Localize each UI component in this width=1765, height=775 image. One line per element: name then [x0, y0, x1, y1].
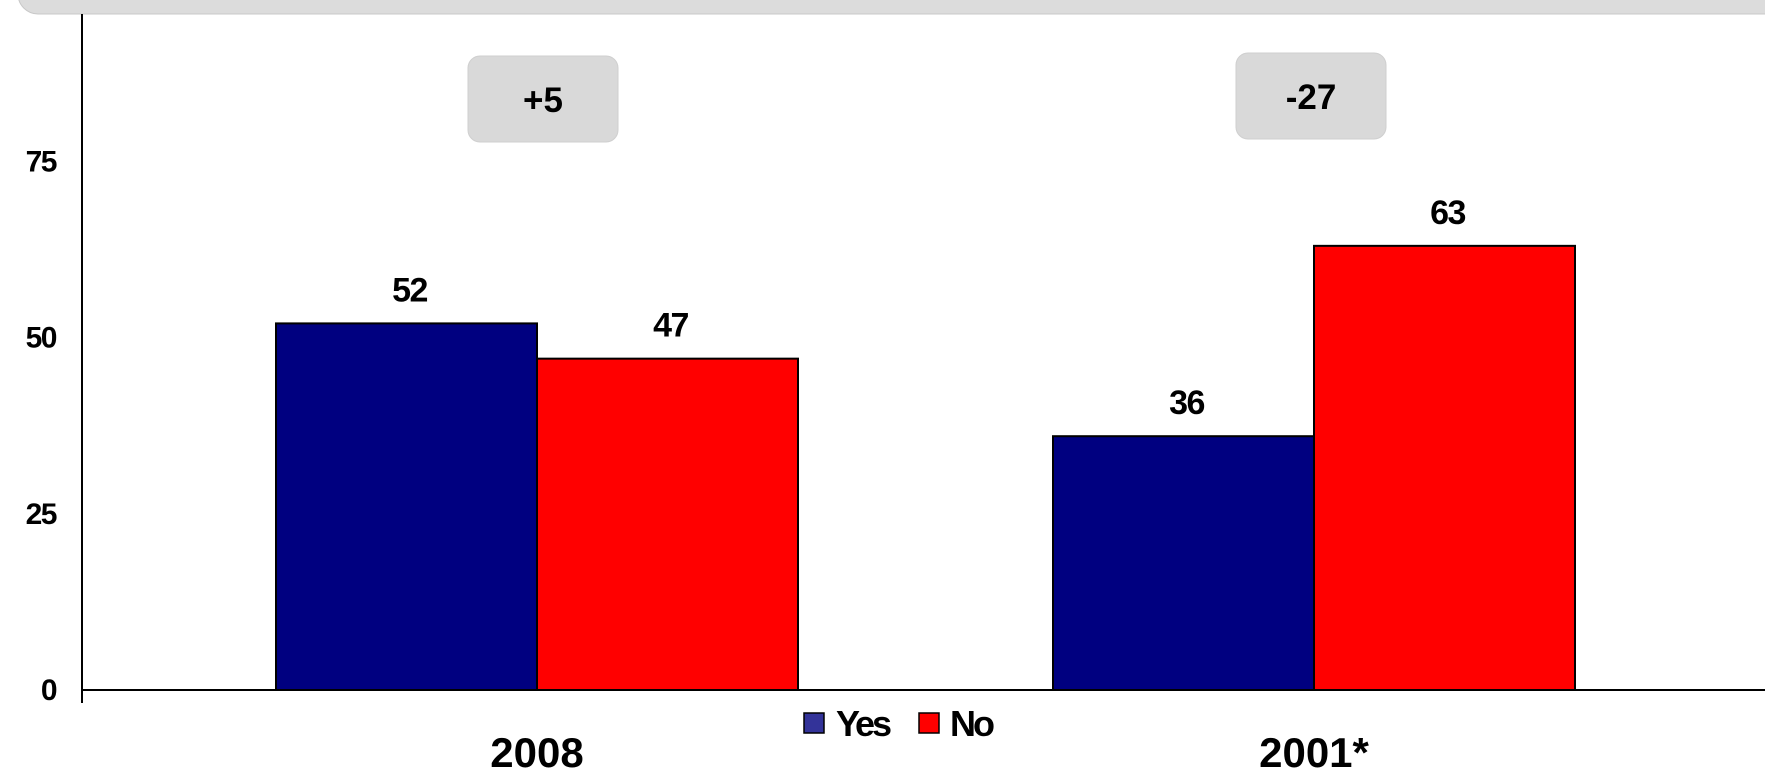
difference-badge [1235, 52, 1387, 140]
data-label: 52 [392, 271, 427, 309]
bar-no-2001 [1313, 244, 1576, 691]
difference-label: -27 [1286, 78, 1337, 117]
legend-label-yes: Yes [836, 703, 891, 744]
data-label: 36 [1169, 384, 1204, 422]
top-banner [18, 0, 1765, 15]
y-axis: 0 25 50 75 [26, 14, 83, 707]
legend-label-no: No [950, 703, 994, 744]
data-labels: 52 47 36 63 [392, 194, 1467, 422]
difference-label: +5 [523, 81, 563, 120]
y-tick-label: 75 [26, 145, 57, 178]
data-label: 63 [1430, 194, 1465, 232]
legend-swatch-no [918, 712, 940, 734]
y-tick-label: 50 [26, 322, 57, 355]
legend-swatch-yes [803, 712, 825, 734]
bar-no-2008 [536, 357, 799, 691]
y-tick-label: 0 [41, 674, 57, 707]
y-tick-label: 25 [26, 498, 57, 531]
legend: Yes No [803, 703, 997, 744]
bars [275, 244, 1576, 692]
bar-yes-2008 [275, 322, 538, 691]
data-label: 47 [653, 307, 688, 345]
x-category-label: 2001* [1259, 729, 1369, 775]
difference-annotations: +5 -27 [467, 52, 1387, 143]
bar-yes-2001 [1052, 435, 1315, 692]
x-category-label: 2008 [490, 729, 583, 775]
difference-badge [467, 55, 619, 143]
